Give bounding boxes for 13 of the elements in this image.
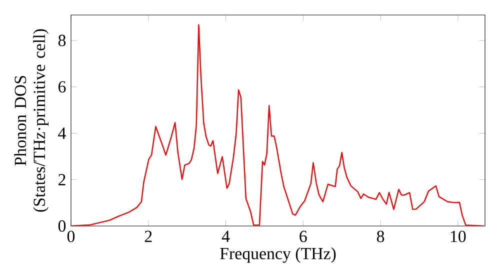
x-tick-label: 2 [144,230,152,242]
x-tick-label: 0 [67,230,75,242]
x-axis-title: Frequency (THz) [220,247,336,263]
x-tick-label: 10 [450,230,466,242]
y-tick-label: 4 [58,128,66,139]
y-tick-label: 2 [58,174,66,186]
y-axis-title: Phonon DOS (States/THz·primitive cell) [14,29,48,212]
y-tick-label: 0 [58,220,66,232]
x-tick-label: 6 [300,230,307,242]
y-tick-label: 6 [58,81,66,93]
x-tick-label: 8 [376,230,384,242]
x-tick-label: 4 [222,230,230,242]
y-tick-label: 8 [58,34,66,46]
